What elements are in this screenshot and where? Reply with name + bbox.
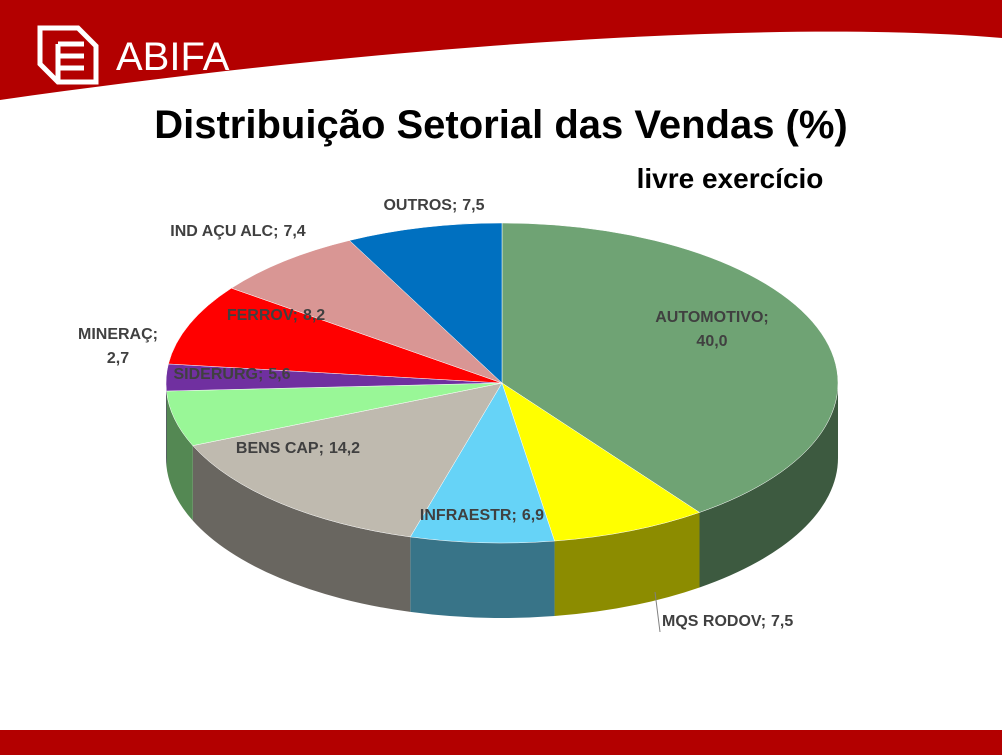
label-separator: ; — [153, 326, 158, 343]
footer-band — [0, 730, 1002, 755]
label-separator: ; — [258, 366, 263, 383]
leader-line — [654, 591, 661, 633]
label-category: OUTROS — [383, 197, 452, 214]
slice — [348, 222, 503, 384]
label-separator: ; — [511, 507, 516, 524]
brand-name: ABIFA — [116, 35, 230, 79]
logo-icon — [37, 25, 99, 85]
data-label: BENS CAP; 14,2 — [236, 440, 360, 457]
data-label: MQS RODOV; 7,5 — [662, 613, 793, 630]
label-category: SIDERURG — [173, 366, 257, 383]
label-separator: ; — [273, 223, 278, 240]
slice — [501, 222, 839, 513]
chart-subtitle: livre exercício — [637, 163, 824, 194]
slice-side — [410, 536, 555, 618]
label-value: 14,2 — [329, 440, 360, 457]
label-separator: ; — [763, 309, 768, 326]
slice — [192, 382, 503, 538]
slice — [501, 382, 701, 542]
data-label: SIDERURG; 5,6 — [173, 366, 290, 383]
data-label: FERROV; 8,2 — [227, 307, 325, 324]
slice-side — [699, 383, 838, 588]
label-category: BENS CAP — [236, 440, 319, 457]
slice-side — [554, 512, 700, 617]
slice — [409, 382, 555, 544]
label-value: 40,0 — [696, 333, 727, 350]
header-band — [0, 0, 1002, 100]
label-value: 2,7 — [107, 350, 129, 367]
label-separator: ; — [761, 613, 766, 630]
label-category: INFRAESTR — [420, 507, 512, 524]
label-category: MINERAÇ — [78, 326, 153, 343]
chart-title: Distribuição Setorial das Vendas (%) — [154, 103, 848, 147]
label-value: 8,2 — [303, 307, 325, 324]
data-label: INFRAESTR; 6,9 — [420, 507, 544, 524]
label-separator: ; — [319, 440, 324, 457]
slice-side — [192, 445, 411, 612]
label-value: 5,6 — [268, 366, 290, 383]
label-category: AUTOMOTIVO — [655, 309, 763, 326]
slice — [230, 240, 503, 384]
label-value: 6,9 — [522, 507, 544, 524]
data-label: AUTOMOTIVO; 40,0 — [655, 309, 768, 350]
label-category: IND AÇU ALC — [170, 223, 273, 240]
slice — [168, 287, 503, 384]
data-label: IND AÇU ALC; 7,4 — [170, 223, 305, 240]
slice-side — [166, 391, 193, 521]
data-label: OUTROS; 7,5 — [383, 197, 484, 214]
label-value: 7,4 — [283, 223, 305, 240]
data-label: MINERAÇ; 2,7 — [78, 326, 158, 367]
label-value: 7,5 — [462, 197, 484, 214]
label-value: 7,5 — [771, 613, 793, 630]
label-category: FERROV — [227, 307, 294, 324]
label-separator: ; — [293, 307, 298, 324]
label-separator: ; — [452, 197, 457, 214]
label-category: MQS RODOV — [662, 613, 762, 630]
